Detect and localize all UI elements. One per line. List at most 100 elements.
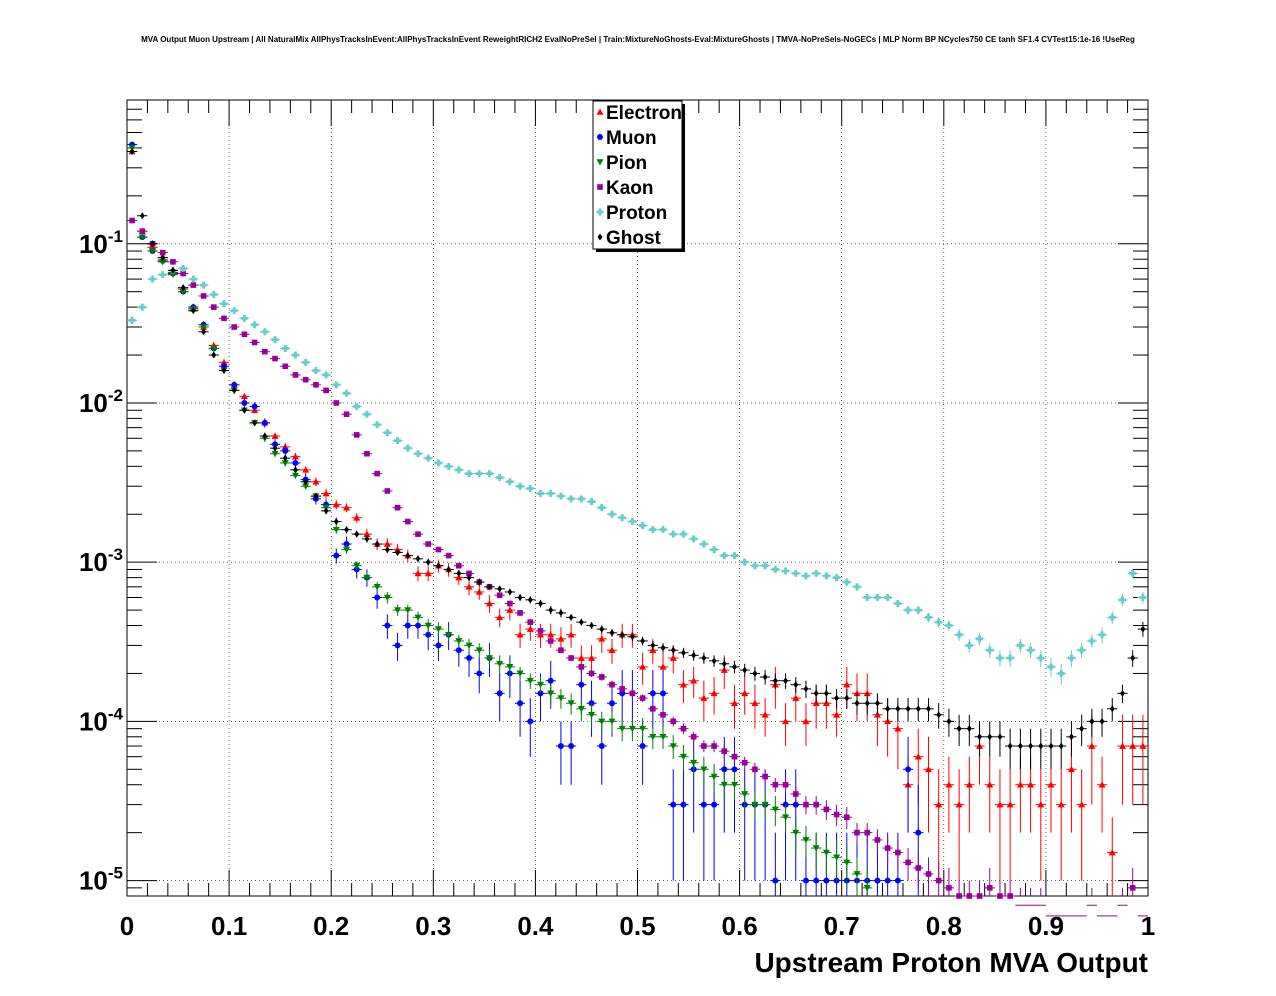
marker [1118,742,1126,749]
marker [874,699,880,707]
data-point [392,549,403,557]
marker [588,670,595,677]
data-point [361,410,373,418]
data-point [606,681,618,689]
marker [772,877,779,884]
data-point [719,772,730,801]
marker [823,806,830,813]
marker [833,811,840,818]
marker [670,718,677,725]
data-point [331,517,342,526]
marker [1016,641,1024,649]
marker [863,689,871,697]
data-point [749,684,761,729]
data-point [974,880,985,899]
data-point [586,645,597,674]
data-point [780,804,791,833]
marker [527,596,533,604]
data-point [1045,728,1057,770]
marker [782,814,790,821]
marker [639,725,647,733]
data-point [188,282,199,288]
marker [710,773,718,781]
marker [404,622,411,629]
data-point [208,345,219,352]
marker [557,635,565,642]
marker [293,466,298,474]
marker [905,766,912,773]
data-point [749,562,761,570]
marker [639,663,647,670]
x-tick-label: 0.4 [517,911,554,941]
data-point [1117,887,1128,906]
data-point [933,862,944,896]
marker [496,474,504,482]
data-point [739,558,750,566]
data-point [463,579,475,596]
data-point [514,680,526,737]
marker [343,546,351,554]
marker [456,569,462,577]
marker [425,541,431,547]
marker [966,725,972,733]
marker [803,685,809,693]
marker [802,837,810,844]
marker [863,593,871,601]
marker [394,642,401,649]
marker [853,871,861,878]
data-point [525,673,536,689]
data-point [300,376,311,383]
marker [567,495,575,503]
data-point [1137,714,1148,805]
marker [435,562,441,570]
marker [1118,596,1126,604]
data-point [760,769,771,785]
data-point [545,606,556,615]
data-point [811,832,822,868]
marker [813,689,819,697]
marker [383,429,391,437]
data-point [392,437,403,445]
legend-marker [596,159,604,166]
marker [445,631,453,639]
data-point [943,620,955,631]
x-tick-label: 0 [120,911,134,941]
data-point [402,444,413,452]
marker [701,654,707,662]
marker [1098,631,1106,639]
data-point [535,599,546,608]
marker [1017,742,1023,750]
marker [822,572,830,580]
marker [640,637,646,645]
data-point [361,535,373,543]
data-point [188,307,199,315]
marker [313,382,319,388]
data-point [484,583,495,591]
marker [261,328,269,336]
data-point [392,504,403,511]
data-point [576,663,587,671]
marker [679,753,687,761]
marker [588,711,596,719]
marker [711,657,717,665]
marker [977,733,982,741]
marker [384,488,391,494]
data-point [504,600,515,607]
marker [159,271,167,279]
data-point [412,611,424,624]
data-point [790,817,801,853]
marker [946,885,952,891]
marker [496,613,504,621]
data-point [290,458,301,469]
data-point [229,307,240,315]
marker [864,829,871,836]
marker [751,801,759,809]
marker [302,358,310,366]
data-point [566,693,577,715]
marker [619,686,625,692]
data-point [678,769,689,881]
data-point [923,698,934,722]
data-point [178,270,189,277]
y-tick-label: 10-2 [79,386,123,418]
data-point [831,688,842,709]
